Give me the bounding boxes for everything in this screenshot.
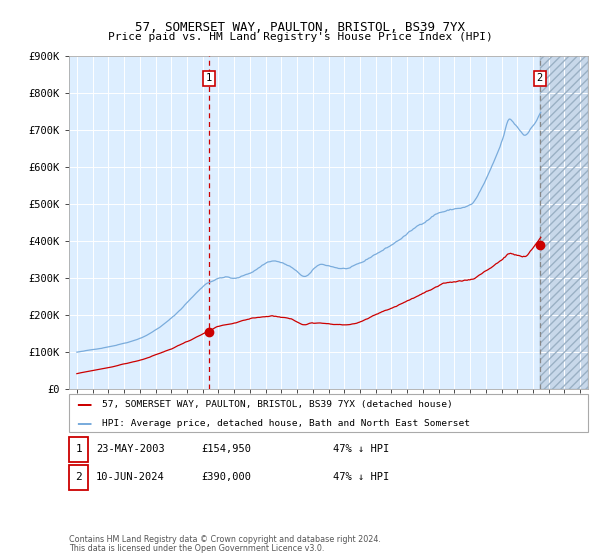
Text: 1: 1 bbox=[75, 445, 82, 454]
Text: £390,000: £390,000 bbox=[201, 473, 251, 482]
Text: Price paid vs. HM Land Registry's House Price Index (HPI): Price paid vs. HM Land Registry's House … bbox=[107, 32, 493, 43]
Text: —: — bbox=[76, 417, 92, 431]
Text: Contains HM Land Registry data © Crown copyright and database right 2024.: Contains HM Land Registry data © Crown c… bbox=[69, 535, 381, 544]
Text: 2: 2 bbox=[75, 473, 82, 482]
Text: 23-MAY-2003: 23-MAY-2003 bbox=[96, 445, 165, 454]
Text: 2: 2 bbox=[537, 73, 543, 83]
Text: 1: 1 bbox=[206, 73, 212, 83]
Text: HPI: Average price, detached house, Bath and North East Somerset: HPI: Average price, detached house, Bath… bbox=[102, 419, 470, 428]
Text: 47% ↓ HPI: 47% ↓ HPI bbox=[333, 473, 389, 482]
Text: 57, SOMERSET WAY, PAULTON, BRISTOL, BS39 7YX (detached house): 57, SOMERSET WAY, PAULTON, BRISTOL, BS39… bbox=[102, 400, 453, 409]
Text: This data is licensed under the Open Government Licence v3.0.: This data is licensed under the Open Gov… bbox=[69, 544, 325, 553]
Text: —: — bbox=[76, 398, 92, 412]
Text: 57, SOMERSET WAY, PAULTON, BRISTOL, BS39 7YX: 57, SOMERSET WAY, PAULTON, BRISTOL, BS39… bbox=[135, 21, 465, 34]
Text: 10-JUN-2024: 10-JUN-2024 bbox=[96, 473, 165, 482]
Text: £154,950: £154,950 bbox=[201, 445, 251, 454]
Text: 47% ↓ HPI: 47% ↓ HPI bbox=[333, 445, 389, 454]
Bar bbox=[540, 56, 588, 389]
Bar bbox=[540, 56, 588, 389]
